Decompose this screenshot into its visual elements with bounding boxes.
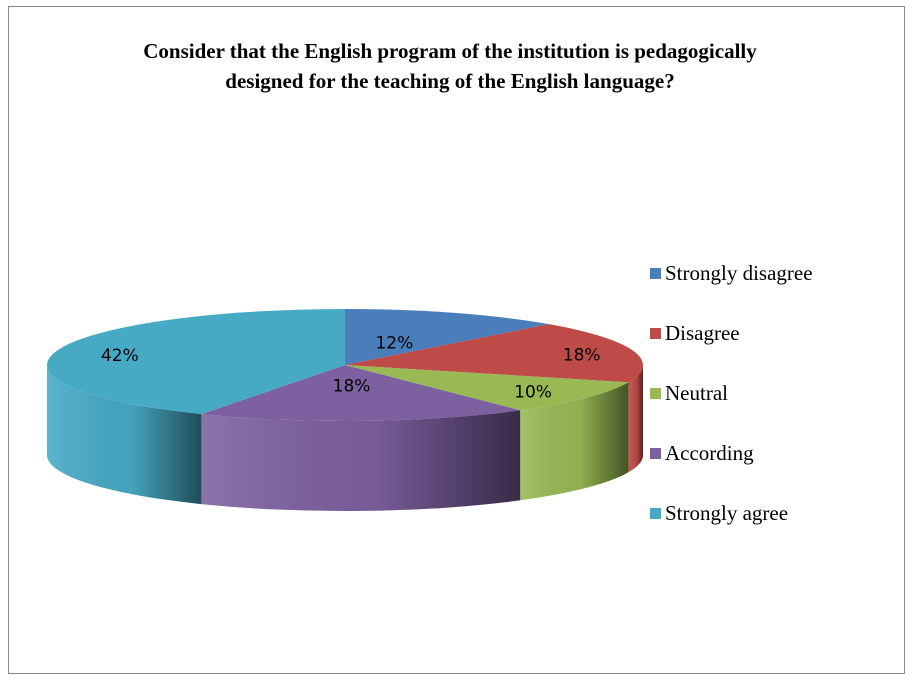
legend-item-according: According (650, 438, 813, 468)
legend-item-strongly-agree: Strongly agree (650, 498, 813, 528)
pie-slice-according (201, 365, 521, 421)
data-label-strongly-disagree: 12% (375, 334, 413, 354)
legend-item-disagree: Disagree (650, 318, 813, 348)
legend-label: Disagree (665, 320, 740, 345)
pie-slice-neutral (345, 365, 629, 411)
pie-side-shade (628, 365, 643, 473)
legend-label: Strongly disagree (665, 260, 813, 285)
data-label-disagree: 18% (563, 346, 601, 366)
legend-swatch (650, 507, 661, 519)
legend-swatch (650, 387, 661, 399)
pie-side-shade (47, 365, 202, 505)
legend-swatch (650, 447, 661, 459)
legend-item-strongly-disagree: Strongly disagree (650, 258, 813, 288)
legend-label: According (665, 440, 754, 465)
pie-slice-strongly-agree (47, 309, 346, 415)
data-label-neutral: 10% (514, 383, 552, 403)
pie-slice-disagree (345, 324, 644, 383)
legend-item-neutral: Neutral (650, 378, 813, 408)
legend-label: Strongly agree (665, 500, 789, 525)
legend-label: Neutral (665, 380, 728, 405)
legend-swatch (650, 327, 661, 339)
pie-slice-strongly-disagree (345, 309, 549, 365)
data-label-strongly-agree: 42% (101, 346, 139, 366)
pie-side-shade (520, 382, 629, 501)
data-label-according: 18% (333, 377, 371, 397)
chart-title: Consider that the English program of the… (143, 39, 757, 93)
chart-legend: Strongly disagree Disagree Neutral Accordin… (650, 258, 813, 558)
legend-swatch (650, 267, 661, 279)
pie-side-shade (201, 410, 521, 511)
